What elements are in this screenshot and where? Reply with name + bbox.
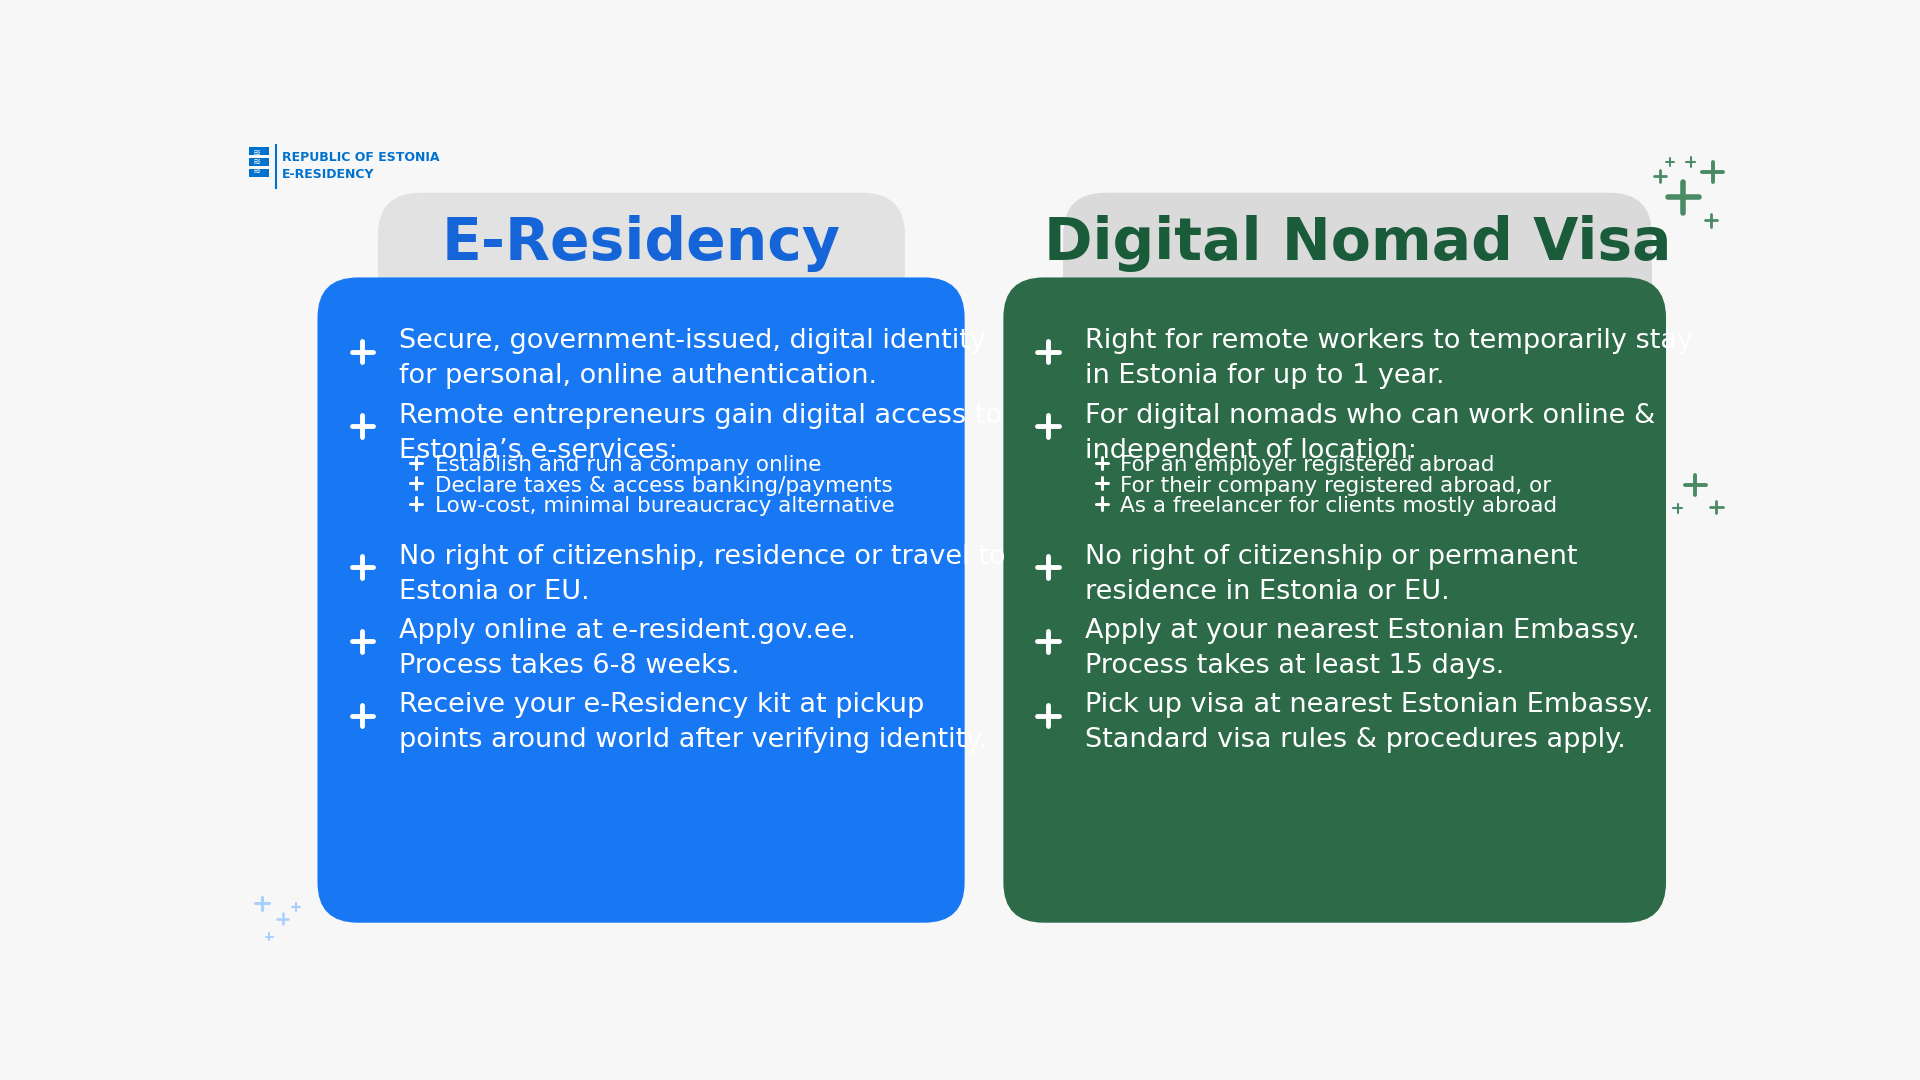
- Text: E-Residency: E-Residency: [442, 215, 841, 272]
- FancyBboxPatch shape: [378, 192, 904, 386]
- Text: Digital Nomad Visa: Digital Nomad Visa: [1044, 215, 1670, 272]
- Text: As a freelancer for clients mostly abroad: As a freelancer for clients mostly abroa…: [1121, 496, 1557, 516]
- Bar: [250, 147, 269, 156]
- Text: Remote entrepreneurs gain digital access to
Estonia’s e-services:: Remote entrepreneurs gain digital access…: [399, 403, 1002, 463]
- Text: For their company registered abroad, or: For their company registered abroad, or: [1121, 475, 1551, 496]
- Text: E-RESIDENCY: E-RESIDENCY: [282, 167, 374, 180]
- Text: Secure, government-issued, digital identity
for personal, online authentication.: Secure, government-issued, digital ident…: [399, 328, 985, 389]
- FancyBboxPatch shape: [317, 278, 964, 922]
- Text: No right of citizenship, residence or travel to
Estonia or EU.: No right of citizenship, residence or tr…: [399, 544, 1006, 605]
- Text: ≋
≋
≋: ≋ ≋ ≋: [253, 148, 261, 176]
- FancyBboxPatch shape: [1064, 192, 1651, 386]
- Text: Declare taxes & access banking/payments: Declare taxes & access banking/payments: [434, 475, 893, 496]
- Text: Apply online at e-resident.gov.ee.
Process takes 6-8 weeks.: Apply online at e-resident.gov.ee. Proce…: [399, 618, 856, 679]
- Text: Low-cost, minimal bureaucracy alternative: Low-cost, minimal bureaucracy alternativ…: [434, 496, 895, 516]
- Text: Receive your e-Residency kit at pickup
points around world after verifying ident: Receive your e-Residency kit at pickup p…: [399, 692, 987, 754]
- Bar: [250, 168, 269, 176]
- Text: Right for remote workers to temporarily stay
in Estonia for up to 1 year.: Right for remote workers to temporarily …: [1085, 328, 1693, 389]
- Text: Apply at your nearest Estonian Embassy.
Process takes at least 15 days.: Apply at your nearest Estonian Embassy. …: [1085, 618, 1640, 679]
- Text: REPUBLIC OF ESTONIA: REPUBLIC OF ESTONIA: [282, 151, 440, 164]
- Text: Establish and run a company online: Establish and run a company online: [434, 456, 822, 475]
- Text: For digital nomads who can work online &
independent of location:: For digital nomads who can work online &…: [1085, 403, 1655, 463]
- Bar: [250, 158, 269, 166]
- Text: Pick up visa at nearest Estonian Embassy.
Standard visa rules & procedures apply: Pick up visa at nearest Estonian Embassy…: [1085, 692, 1653, 754]
- Text: No right of citizenship or permanent
residence in Estonia or EU.: No right of citizenship or permanent res…: [1085, 544, 1576, 605]
- FancyBboxPatch shape: [1004, 278, 1667, 922]
- Text: For an employer registered abroad: For an employer registered abroad: [1121, 456, 1496, 475]
